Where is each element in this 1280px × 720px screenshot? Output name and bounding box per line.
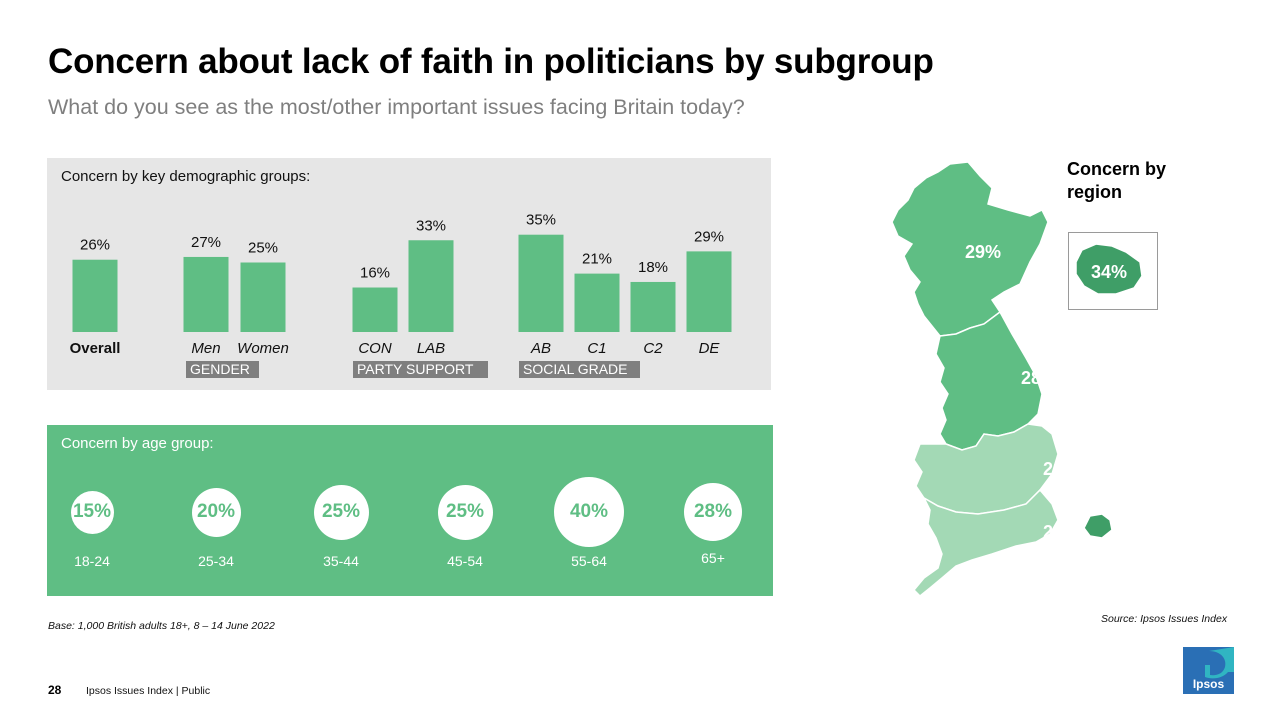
map-label-north: 28% [1021,368,1057,388]
age-bubble-45-54: 25% [437,484,493,540]
bar-value-label: 16% [360,265,390,282]
page-subtitle: What do you see as the most/other import… [48,95,745,119]
age-group-label: 25-34 [198,553,234,569]
bar-category-label: DE [699,340,721,357]
ipsos-logo-text: Ipsos [1192,677,1225,691]
bar-category-label: AB [530,340,551,357]
page-number: 28 [48,683,62,697]
age-group-label: 55-64 [571,553,607,569]
age-group-label: 35-44 [323,553,359,569]
bar-value-label: 18% [638,259,668,276]
bar-category-label: Women [237,340,289,357]
map-title: Concern by region [1067,159,1167,202]
source-note: Source: Ipsos Issues Index [1101,613,1228,625]
bar-category-label: Overall [70,340,121,357]
age-bubble-35-44: 25% [313,484,369,540]
bar-c2 [630,281,676,332]
bar-overall [72,259,118,332]
age-group-panel [47,425,773,596]
age-group-label: 18-24 [74,553,110,569]
age-bubble-25-34: 20% [191,487,241,537]
bar-c1 [574,273,620,332]
bar-men [183,256,229,332]
map-label-south: 26% [1043,522,1079,542]
bar-value-label: 29% [694,228,724,245]
age-bubble-18-24: 15% [70,490,114,534]
bar-value-label: 25% [248,240,278,257]
age-group-label: 65+ [701,550,725,566]
map-label-scotland: 29% [965,242,1001,262]
bar-value-label: 27% [191,234,221,251]
page-title: Concern about lack of faith in politicia… [48,42,934,81]
bar-category-label: LAB [417,340,445,357]
bar-category-label: C1 [587,340,606,357]
map-region-london-inset [1075,243,1143,295]
ipsos-logo: Ipsos [1183,647,1234,694]
age-group-label: 45-54 [447,553,483,569]
map-label-midlands: 21% [1043,459,1079,479]
age-bubble-55-64: 40% [554,477,624,547]
bar-category-label: C2 [643,340,663,357]
map-label-london: 34% [1091,262,1127,282]
map-region-south [912,488,1059,598]
bar-de [686,251,732,332]
map-region-midlands [913,423,1059,515]
map-region-london [1083,513,1113,539]
footer-text: Ipsos Issues Index | Public [86,685,211,697]
group-tag-social-grade: SOCIAL GRADE [519,361,640,378]
bar-category-label: CON [358,340,392,357]
age-bubble-65+: 28% [684,483,742,541]
group-tag-gender: GENDER [186,361,259,378]
bar-con [352,287,398,332]
group-tag-party-support: PARTY SUPPORT [353,361,488,378]
demographic-panel-label: Concern by key demographic groups: [61,168,311,185]
bar-value-label: 21% [582,251,612,268]
bar-category-label: Men [191,340,220,357]
bar-value-label: 35% [526,212,556,229]
base-note: Base: 1,000 British adults 18+, 8 – 14 J… [48,620,275,632]
uk-region-map: 29% 28% 21% 26% 34% [891,161,1143,598]
bar-ab [518,234,564,332]
bar-value-label: 33% [416,217,446,234]
ipsos-logo-mark-icon [1183,647,1234,694]
bar-value-label: 26% [80,237,110,254]
demographic-bar-chart: 26% Overall 27% Men 25% Women 16% CON 33% LAB 35% A… [70,212,732,357]
bar-lab [408,240,454,332]
bar-women [240,262,286,332]
age-group-panel-label: Concern by age group: [61,435,214,452]
